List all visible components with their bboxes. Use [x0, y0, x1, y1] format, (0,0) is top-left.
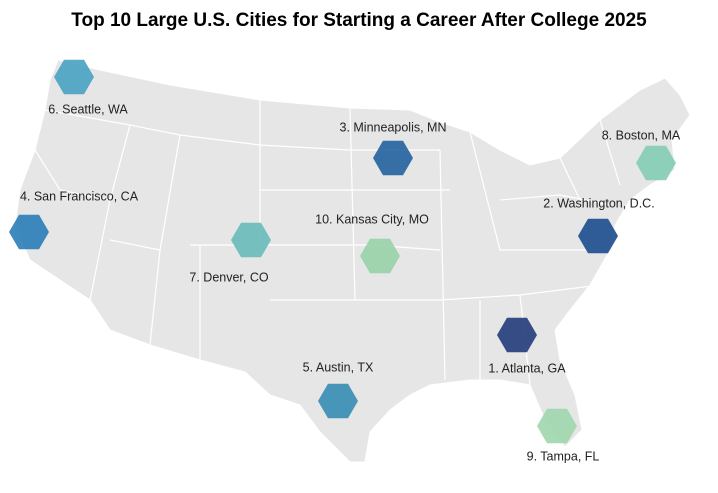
city-label: 1. Atlanta, GA: [488, 361, 566, 375]
city-label: 9. Tampa, FL: [527, 449, 600, 463]
city-label: 3. Minneapolis, MN: [340, 120, 447, 134]
city-marker: [578, 218, 618, 254]
city-label: 10. Kansas City, MO: [315, 212, 429, 226]
city-label: 6. Seattle, WA: [48, 102, 128, 116]
city-marker: [231, 222, 271, 258]
city-marker: [9, 214, 49, 250]
map-title: Top 10 Large U.S. Cities for Starting a …: [71, 10, 647, 31]
city-marker: [54, 59, 94, 95]
city-label: 7. Denver, CO: [189, 270, 268, 284]
city-marker: [636, 145, 676, 181]
city-label: 8. Boston, MA: [602, 128, 681, 142]
city-marker: [360, 238, 400, 274]
city-marker: [373, 140, 413, 176]
city-marker: [497, 317, 537, 353]
city-label: 5. Austin, TX: [303, 360, 374, 374]
city-marker: [537, 408, 577, 444]
city-marker: [318, 383, 358, 419]
city-label: 2. Washington, D.C.: [543, 196, 654, 210]
us-outline: [14, 59, 691, 463]
city-label: 4. San Francisco, CA: [20, 189, 139, 203]
